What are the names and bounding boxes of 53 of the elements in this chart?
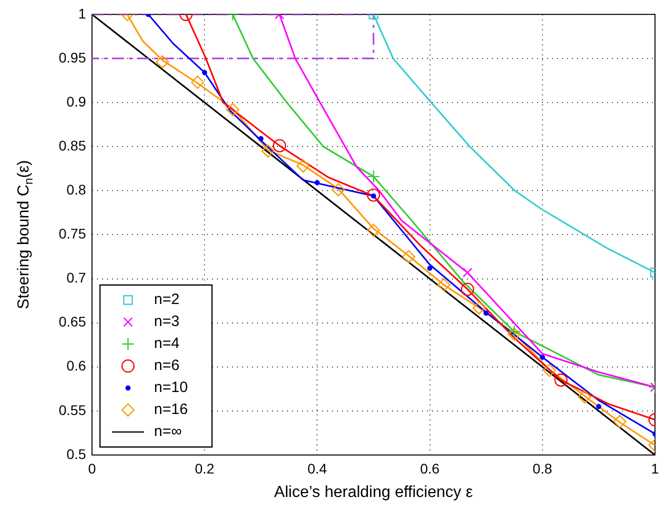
point (366, 188, 380, 202)
point (484, 310, 489, 316)
x-tick-label: 0.6 (420, 460, 440, 476)
point (272, 139, 286, 152)
x-tick-label: 0.4 (307, 460, 328, 476)
point (472, 301, 486, 314)
y-tick-label: 1 (78, 5, 86, 22)
point (366, 170, 380, 184)
legend-label: n=6 (154, 357, 180, 374)
point (578, 390, 592, 404)
point (202, 70, 208, 76)
y-tick-label: 0.75 (58, 226, 86, 242)
x-tick-label: 0.2 (194, 460, 215, 476)
x-tick-label: 1 (651, 460, 660, 476)
legend-label: n=∞ (154, 423, 182, 440)
point (613, 414, 626, 428)
point (596, 404, 602, 410)
point (226, 102, 240, 116)
point (332, 183, 345, 196)
point (366, 224, 380, 237)
y-tick-label: 0.9 (66, 93, 86, 110)
y-tick-label: 0.95 (58, 49, 86, 66)
point (190, 76, 204, 89)
point (314, 180, 320, 186)
legend-label: n=4 (154, 335, 180, 352)
x-tick-label: 0.8 (532, 460, 552, 476)
point (258, 136, 264, 142)
y-tick-label: 0.6 (66, 358, 86, 374)
legend-label: n=10 (154, 379, 188, 396)
y-tick-label: 0.8 (66, 182, 86, 198)
point (542, 364, 556, 378)
point (427, 266, 432, 271)
point (554, 374, 568, 387)
point (156, 55, 169, 69)
point (437, 278, 450, 292)
y-tick-label: 0.85 (58, 137, 86, 154)
point (296, 159, 310, 173)
y-tick-label: 0.65 (58, 314, 86, 330)
legend-label: n=2 (154, 291, 180, 308)
y-tick-label: 0.7 (66, 270, 86, 286)
point (261, 144, 275, 158)
point (402, 250, 416, 264)
legend-label: n=16 (154, 401, 188, 418)
y-axis-title: Steering bound Cn(ε) (15, 160, 36, 310)
y-tick-label: 0.55 (58, 402, 86, 418)
point (508, 325, 521, 338)
y-tick-label: 0.5 (66, 446, 86, 462)
legend-label: n=3 (154, 313, 180, 330)
point (508, 328, 521, 341)
point (540, 354, 545, 360)
point (460, 282, 474, 296)
x-axis-title: Alice’s heralding efficiency ε (274, 484, 473, 501)
x-tick-label: 0 (88, 460, 96, 476)
